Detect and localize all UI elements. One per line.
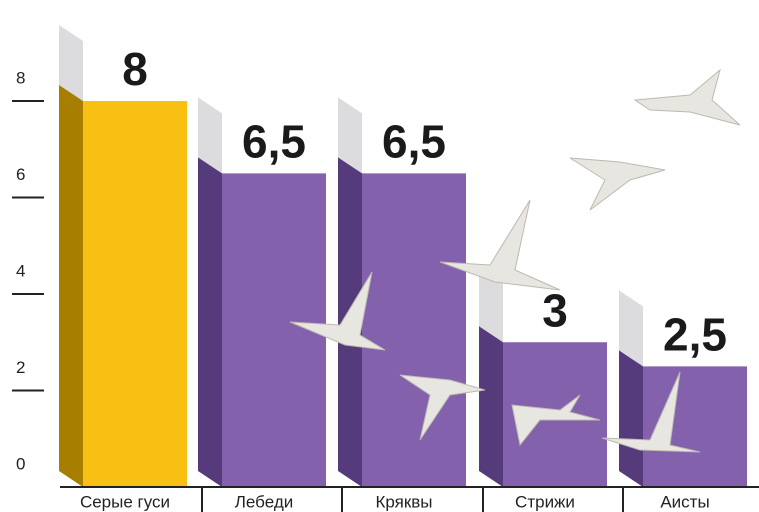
bar-side: [198, 157, 222, 487]
bars: 8 6,5 6,5 3 2,5: [59, 25, 747, 487]
y-tick-label: 0: [16, 454, 25, 473]
value-label: 2,5: [663, 309, 727, 361]
label-box-side: [59, 25, 83, 101]
bar-side: [59, 85, 83, 487]
value-label: 6,5: [382, 116, 446, 168]
label-box-side: [619, 290, 643, 367]
label-box: [643, 306, 747, 367]
label-box-side: [198, 97, 222, 174]
value-label: 6,5: [242, 116, 306, 168]
x-tick-label: Кряквы: [375, 492, 432, 511]
label-box-side: [338, 97, 362, 174]
x-tick-label: Аисты: [660, 492, 709, 511]
bar-side: [479, 326, 503, 487]
bar: [83, 101, 187, 487]
y-tick-label: 4: [16, 261, 25, 280]
label-box: [362, 113, 466, 174]
label-box: [503, 282, 607, 343]
bar: [362, 173, 466, 487]
y-tick-label: 8: [16, 68, 25, 87]
x-tick-label: Серые гуси: [80, 492, 170, 511]
axis: 0 2 4 6 8 Серые гуси Лебеди Кряквы Стрижи Аисты: [12, 68, 759, 512]
y-tick-label: 6: [16, 165, 25, 184]
value-label: 8: [122, 43, 148, 95]
label-box: [222, 113, 326, 174]
x-tick-label: Стрижи: [515, 492, 575, 511]
value-label: 3: [542, 284, 568, 336]
x-tick-label: Лебеди: [235, 492, 293, 511]
birds: [289, 68, 741, 453]
y-tick-label: 2: [16, 358, 25, 377]
label-box: [83, 41, 187, 101]
label-box-side: [479, 266, 503, 343]
bar-side: [619, 350, 643, 487]
